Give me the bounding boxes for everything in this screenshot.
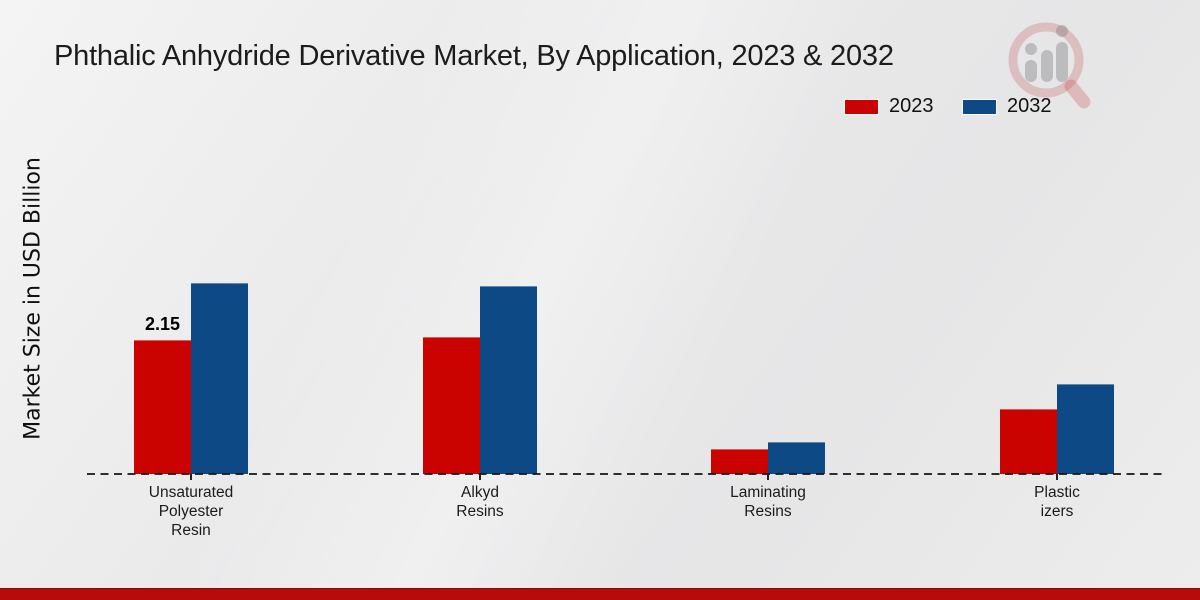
legend-label-2023: 2023 [889, 95, 934, 117]
x-axis-category-label: Laminating Resins [730, 484, 806, 520]
x-axis-tick [190, 474, 192, 480]
bar-2032-laminating-resins [768, 442, 825, 474]
x-axis-tick [1056, 474, 1058, 480]
legend-label-2032: 2032 [1007, 95, 1052, 117]
x-axis-category-label: Alkyd Resins [456, 484, 504, 520]
bar-2032-plastic-izers [1057, 384, 1114, 474]
bar-2023-laminating-resins [711, 449, 768, 474]
x-axis-tick [767, 474, 769, 480]
bar-value-label: 2.15 [144, 314, 181, 334]
bar-2032-alkyd-resins [480, 286, 537, 474]
legend-item-2032: 2032 [963, 95, 1052, 118]
bar-2023-plastic-izers [1000, 409, 1057, 474]
bar-2023-alkyd-resins [423, 337, 480, 474]
x-axis-category-label: Unsaturated Polyester Resin [148, 484, 234, 539]
x-axis-tick [479, 474, 481, 480]
legend-swatch-2023 [845, 99, 878, 114]
bar-2023-unsaturated-polyester-resin [134, 340, 191, 474]
legend-swatch-2032 [963, 99, 996, 114]
legend-item-2023: 2023 [845, 95, 934, 118]
bar-2032-unsaturated-polyester-resin [191, 283, 248, 474]
x-axis-baseline [87, 473, 1163, 475]
x-axis-category-label: Plastic izers [1034, 484, 1080, 520]
chart-title: Phthalic Anhydride Derivative Market, By… [54, 40, 894, 72]
footer-band [0, 588, 1200, 600]
watermark-magnifier-logo [998, 18, 1094, 118]
